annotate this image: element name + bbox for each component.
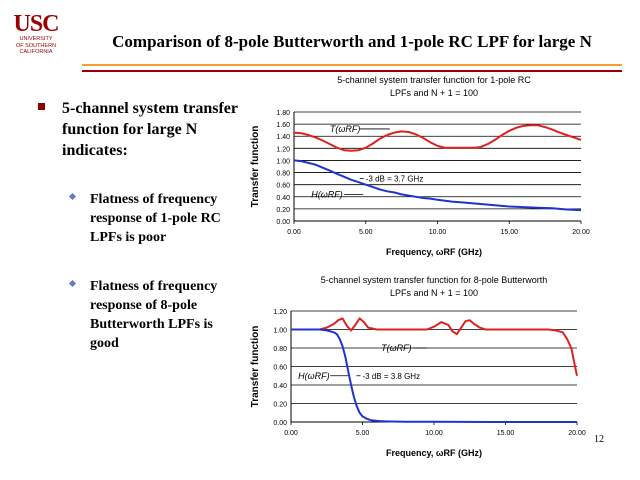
y-tick-label: 1.40 (276, 134, 290, 141)
chart-title-line-2: LPFs and N + 1 = 100 (390, 88, 478, 98)
y-tick-label: 1.20 (276, 146, 290, 153)
x-tick-label: 20.00 (572, 229, 590, 236)
chart-title-line-1: 5-channel system transfer function for 1… (337, 75, 531, 85)
x-tick-label: 5.00 (359, 229, 373, 236)
y-axis-label: Transfer function (250, 326, 261, 408)
x-tick-label: 10.00 (429, 229, 447, 236)
y-tick-label: 1.80 (276, 110, 290, 117)
series-line-h (291, 328, 577, 423)
y-tick-label: 0.00 (273, 420, 287, 427)
x-tick-label: 15.00 (497, 430, 515, 437)
butterworth-chart: 5-channel system transfer function for 8… (250, 275, 586, 458)
slide-title: Comparison of 8-pole Butterworth and 1-p… (112, 32, 592, 51)
square-bullet-icon (38, 103, 45, 110)
sub-bullet-1-text: Flatness of frequency response of 1-pole… (90, 192, 221, 245)
x-axis-label: Frequency, ωRF (GHz) (386, 247, 482, 257)
x-tick-label: 5.00 (356, 430, 370, 437)
y-tick-label: 0.60 (276, 183, 290, 190)
minus-3db-annotation: -3 dB = 3.8 GHz (363, 372, 421, 381)
rc-lpf-chart: 5-channel system transfer function for 1… (250, 75, 590, 257)
series-label: H(ωRF) (311, 189, 343, 199)
logo-line-1: UNIVERSITY (19, 36, 53, 42)
x-tick-label: 0.00 (284, 430, 298, 437)
sub-bullet-2-text: Flatness of frequency response of 8-pole… (90, 279, 218, 351)
x-tick-label: 0.00 (287, 229, 301, 236)
usc-logo: USC UNIVERSITY OF SOUTHERN CALIFORNIA (6, 12, 66, 56)
page-number: 12 (594, 434, 604, 445)
chart-title-line-2: LPFs and N + 1 = 100 (390, 288, 478, 298)
y-tick-label: 0.60 (273, 365, 287, 372)
y-axis-label: Transfer function (250, 126, 261, 208)
x-tick-label: 20.00 (568, 430, 586, 437)
y-tick-label: 1.60 (276, 122, 290, 129)
minus-3db-annotation: -3 dB = 3.7 GHz (366, 175, 424, 184)
series-label: T(ωRF) (330, 124, 361, 134)
chart-title-line-1: 5-channel system transfer function for 8… (321, 275, 548, 285)
logo-line-3: CALIFORNIA (19, 49, 53, 55)
series-label: H(ωRF) (298, 371, 330, 381)
y-tick-label: 0.80 (273, 346, 287, 353)
diamond-bullet-icon (68, 192, 77, 201)
series-line-t (293, 124, 582, 152)
x-tick-label: 10.00 (425, 430, 443, 437)
y-tick-label: 1.20 (273, 309, 287, 316)
x-axis-label: Frequency, ωRF (GHz) (386, 448, 482, 458)
series-line-h (293, 159, 582, 212)
main-bullet-text: 5-channel system transfer function for l… (62, 100, 238, 159)
y-tick-label: 0.40 (273, 383, 287, 390)
logo-line-2: OF SOUTHERN (15, 42, 57, 49)
series-line-t (291, 317, 578, 377)
y-tick-label: 0.20 (273, 402, 287, 409)
y-tick-label: 1.00 (273, 328, 287, 335)
y-tick-label: 0.00 (276, 219, 290, 226)
series-label: T(ωRF) (381, 343, 412, 353)
y-tick-label: 0.80 (276, 171, 290, 178)
y-tick-label: 0.40 (276, 195, 290, 202)
diamond-bullet-icon (68, 279, 77, 288)
title-rule-orange (82, 64, 622, 66)
y-tick-label: 0.20 (276, 207, 290, 214)
logo-text: USC (13, 11, 59, 37)
y-tick-label: 1.00 (276, 158, 290, 165)
x-tick-label: 15.00 (500, 229, 518, 236)
title-rule-red (82, 70, 622, 72)
